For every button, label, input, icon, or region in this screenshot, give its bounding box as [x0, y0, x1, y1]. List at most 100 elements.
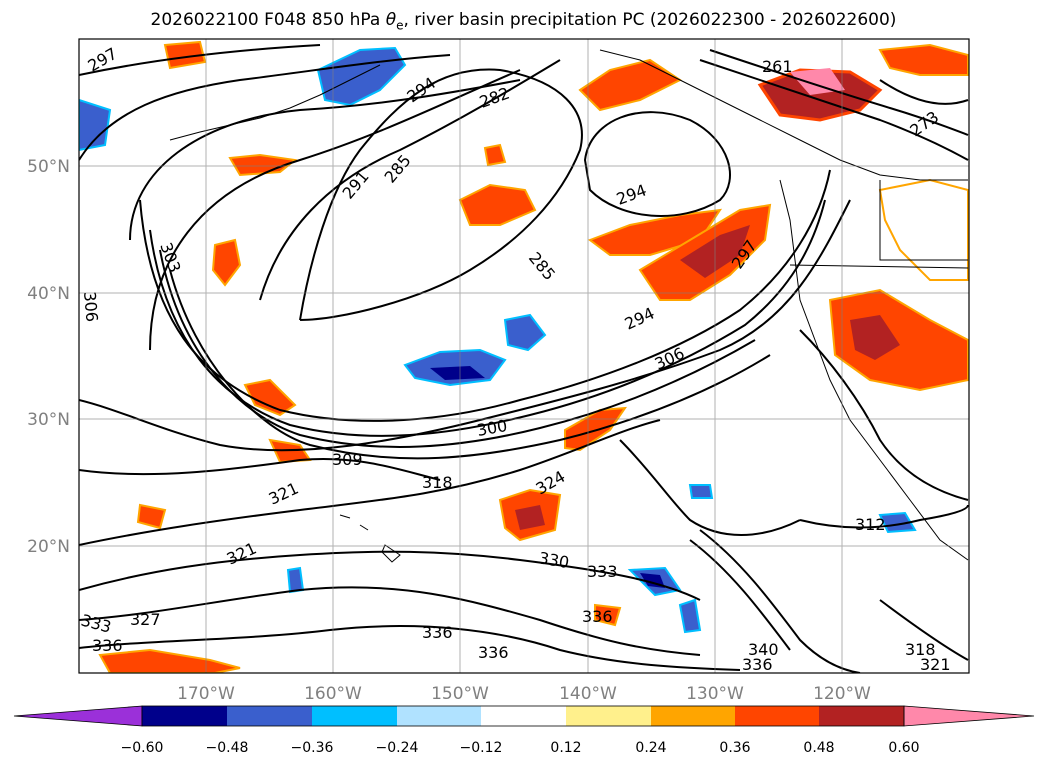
anomaly-region — [594, 603, 622, 627]
lat-tick-label: 30°N — [27, 410, 70, 430]
contour-label: 309 — [332, 450, 363, 469]
contour-line — [583, 111, 731, 217]
anomaly-region — [458, 183, 537, 226]
coastline — [599, 49, 968, 181]
contour-label: 336 — [422, 623, 453, 642]
contour-label: 261 — [762, 57, 793, 76]
contour-line — [699, 59, 969, 161]
contour-label: 327 — [130, 610, 161, 629]
contour-line — [79, 44, 321, 76]
anomaly-region — [678, 598, 702, 634]
anomaly-region — [243, 378, 297, 417]
colorbar-segment — [819, 706, 904, 726]
anomaly-region — [211, 238, 242, 287]
coastlines — [169, 49, 969, 563]
contour-line — [709, 49, 969, 136]
colorbar-tick-label: 0.36 — [719, 740, 750, 756]
anomaly-region — [828, 288, 969, 392]
contour-line — [879, 79, 969, 105]
contour-line — [79, 54, 451, 161]
lon-tick-label: 150°W — [431, 684, 489, 704]
colorbar-tick-label: 0.12 — [550, 740, 581, 756]
contour-line — [619, 439, 801, 536]
contour-label: 312 — [855, 515, 886, 534]
anomaly-region — [483, 143, 507, 167]
contour-line — [159, 249, 756, 448]
contour-line — [129, 79, 521, 241]
anomaly-region — [98, 648, 241, 673]
colorbar-tick-label: 0.48 — [803, 740, 834, 756]
colorbar-segment — [397, 706, 481, 726]
colorbar-segment — [227, 706, 312, 726]
colorbar-tick-label: −0.12 — [460, 740, 503, 756]
contour-line — [689, 539, 791, 651]
colorbar-tick-label: 0.24 — [635, 740, 666, 756]
contour-label: 336 — [478, 643, 509, 662]
chart-title: 2026022100 F048 850 hPa θe, river basin … — [150, 10, 897, 33]
lat-tick-label: 50°N — [27, 157, 70, 177]
contour-line — [299, 68, 583, 321]
colorbar-extend-min — [13, 705, 143, 727]
contour-label: 321 — [920, 655, 951, 674]
contour-label: 336 — [92, 636, 123, 655]
anomaly-region — [503, 313, 547, 352]
colorbar: −0.60 −0.48 −0.36 −0.24 −0.12 0.12 0.24 … — [13, 705, 1035, 756]
lon-tick-label: 160°W — [304, 684, 362, 704]
latitude-tick-labels: 50°N 40°N 30°N 20°N — [27, 157, 70, 557]
contour-label: 306 — [80, 291, 102, 323]
colorbar-segment — [735, 706, 819, 726]
contour-line — [79, 586, 701, 656]
contour-line — [79, 199, 851, 452]
anomaly-region — [878, 178, 969, 281]
anomaly-region — [286, 566, 305, 594]
colorbar-segment — [481, 706, 566, 726]
anomaly-region — [688, 484, 714, 499]
contour-line — [259, 59, 561, 301]
colorbar-tick-label: −0.36 — [291, 740, 334, 756]
theta-e-contours — [79, 44, 969, 673]
contour-label: 318 — [905, 640, 936, 659]
colorbar-segment — [312, 706, 397, 726]
contour-line — [799, 329, 969, 501]
contour-label: 333 — [587, 562, 618, 581]
colorbar-segment — [651, 706, 735, 726]
anomaly-region — [430, 366, 485, 380]
colorbar-tick-label: −0.24 — [376, 740, 419, 756]
gridlines — [79, 39, 969, 673]
coastline — [779, 179, 969, 561]
lon-tick-label: 130°W — [686, 684, 744, 704]
colorbar-frame — [141, 705, 905, 727]
lon-tick-label: 140°W — [559, 684, 617, 704]
contour-label: 336 — [742, 655, 773, 674]
colorbar-tick-label: −0.48 — [206, 740, 249, 756]
contour-line — [79, 458, 441, 481]
contour-label: 318 — [422, 473, 453, 492]
contour-label: 336 — [582, 607, 613, 626]
contour-line — [699, 529, 861, 673]
anomaly-region — [790, 68, 845, 95]
anomaly-region — [515, 505, 545, 530]
map-content: 297 294 282 261 273 291 285 294 303 306 … — [79, 39, 969, 674]
lon-tick-label: 120°W — [813, 684, 871, 704]
contour-label: 340 — [748, 640, 779, 659]
contour-line — [79, 625, 741, 671]
contour-line — [79, 419, 661, 546]
map-frame — [78, 38, 970, 674]
positive-anomaly-regions — [98, 40, 969, 673]
lat-tick-label: 40°N — [27, 284, 70, 304]
contour-line — [169, 269, 771, 460]
lon-tick-label: 170°W — [177, 684, 235, 704]
anomaly-region — [136, 503, 167, 530]
coastline — [789, 264, 969, 269]
anomaly-region — [878, 43, 969, 76]
colorbar-segment — [566, 706, 651, 726]
contour-line — [149, 69, 521, 351]
contour-line — [799, 504, 969, 529]
contour-line — [139, 169, 831, 422]
contour-line — [79, 550, 701, 601]
contour-line — [879, 599, 969, 661]
coastline — [879, 180, 968, 261]
anomaly-region — [79, 98, 112, 152]
colorbar-tick-label: −0.60 — [121, 740, 164, 756]
